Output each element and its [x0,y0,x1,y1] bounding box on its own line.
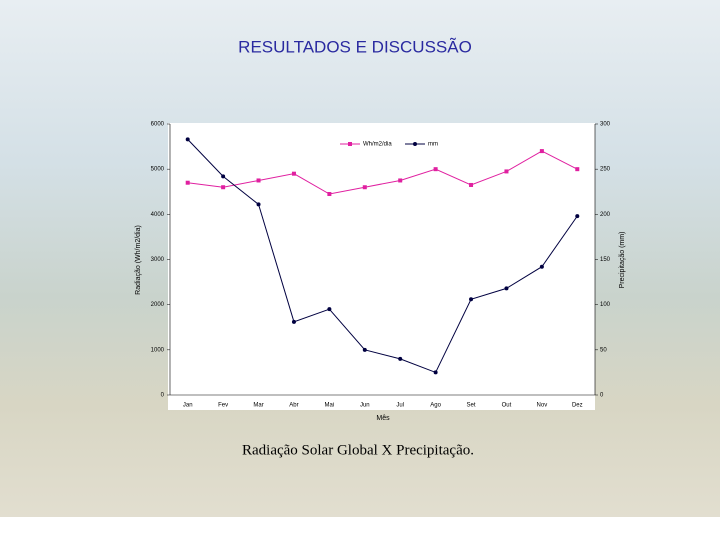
marker [398,356,403,361]
y-tick-label: 6000 [151,122,165,128]
marker [469,182,474,187]
marker [469,297,474,302]
x-tick-label: Out [502,403,512,409]
x-tick-label: Dez [572,403,583,409]
marker [575,214,580,219]
x-tick-label: Jul [396,403,404,409]
x-tick-label: Nov [537,403,548,409]
x-axis-label: Mês [376,415,390,422]
marker [185,180,190,185]
x-tick-label: Fev [218,403,228,409]
y2-tick-label: 300 [600,122,611,128]
marker [256,202,261,207]
y-tick-label: 5000 [151,167,165,173]
legend-label: Wh/m2/dia [363,142,392,148]
series-line [187,139,578,374]
x-tick-label: Ago [430,403,441,409]
marker [327,192,332,197]
x-tick-label: Jun [360,403,370,409]
marker [433,370,438,375]
y-tick-label: 3000 [151,257,165,263]
y2-tick-label: 200 [600,212,611,218]
y2-tick-label: 0 [600,393,604,399]
y2-tick-label: 250 [600,167,611,173]
x-tick-label: Set [467,403,476,409]
bottom-band [0,517,720,540]
marker [291,171,296,176]
y2-tick-label: 50 [600,347,607,353]
y-tick-label: 0 [161,393,165,399]
marker [398,178,403,183]
marker [362,185,367,190]
marker [539,264,544,269]
legend-marker [413,142,417,146]
x-tick-label: Abr [289,403,298,409]
plot-background [168,123,595,410]
marker [362,347,367,352]
y2-tick-label: 100 [600,302,611,308]
marker [291,319,296,324]
marker [327,307,332,312]
x-tick-label: Mai [325,403,335,409]
y-tick-label: 1000 [151,347,165,353]
legend-marker [348,142,352,146]
x-tick-label: Mar [253,403,263,409]
y2-tick-label: 150 [600,257,611,263]
slide-title: RESULTADOS E DISCUSSÃO [238,37,472,56]
marker [221,174,226,179]
marker [433,167,438,172]
marker [575,167,580,172]
marker [504,286,509,291]
marker [504,169,509,174]
series-line [187,150,578,195]
caption: Radiação Solar Global X Precipitação. [242,442,474,458]
x-tick-label: Jan [183,403,193,409]
marker [221,185,226,190]
y-tick-label: 4000 [151,212,165,218]
y2-axis-label: Precipitação (mm) [619,232,626,289]
marker [256,178,261,183]
y-tick-label: 2000 [151,302,165,308]
marker [185,137,190,142]
y-axis-label: Radiação (Wh/m2/dia) [135,225,142,295]
legend-label: mm [428,142,438,148]
marker [539,149,544,154]
